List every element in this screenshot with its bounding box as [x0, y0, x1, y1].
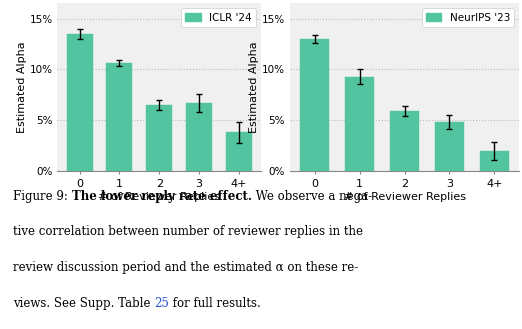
Bar	[435, 122, 464, 171]
Bar	[146, 105, 172, 171]
X-axis label: # of Reviewer Replies: # of Reviewer Replies	[343, 192, 466, 202]
X-axis label: # of Reviewer Replies: # of Reviewer Replies	[98, 192, 220, 202]
Legend: NeurIPS '23: NeurIPS '23	[421, 9, 514, 27]
Bar	[300, 39, 329, 171]
Text: views. See Supp. Table: views. See Supp. Table	[13, 296, 155, 310]
Y-axis label: Estimated Alpha: Estimated Alpha	[17, 41, 27, 133]
Text: tive correlation between number of reviewer replies in the: tive correlation between number of revie…	[13, 225, 363, 239]
Bar	[226, 133, 252, 171]
Bar	[186, 103, 212, 171]
Legend: ICLR '24: ICLR '24	[181, 9, 256, 27]
Text: 25: 25	[155, 296, 169, 310]
Text: We observe a nega-: We observe a nega-	[252, 190, 372, 203]
Text: review discussion period and the estimated α on these re-: review discussion period and the estimat…	[13, 261, 358, 274]
Bar	[106, 63, 133, 171]
Text: Figure 9:: Figure 9:	[13, 190, 72, 203]
Text: for full results.: for full results.	[169, 296, 261, 310]
Y-axis label: Estimated Alpha: Estimated Alpha	[249, 41, 259, 133]
Bar	[480, 151, 509, 171]
Bar	[345, 77, 374, 171]
Text: The lower reply rate effect.: The lower reply rate effect.	[72, 190, 252, 203]
Bar	[390, 111, 419, 171]
Bar	[67, 34, 92, 171]
